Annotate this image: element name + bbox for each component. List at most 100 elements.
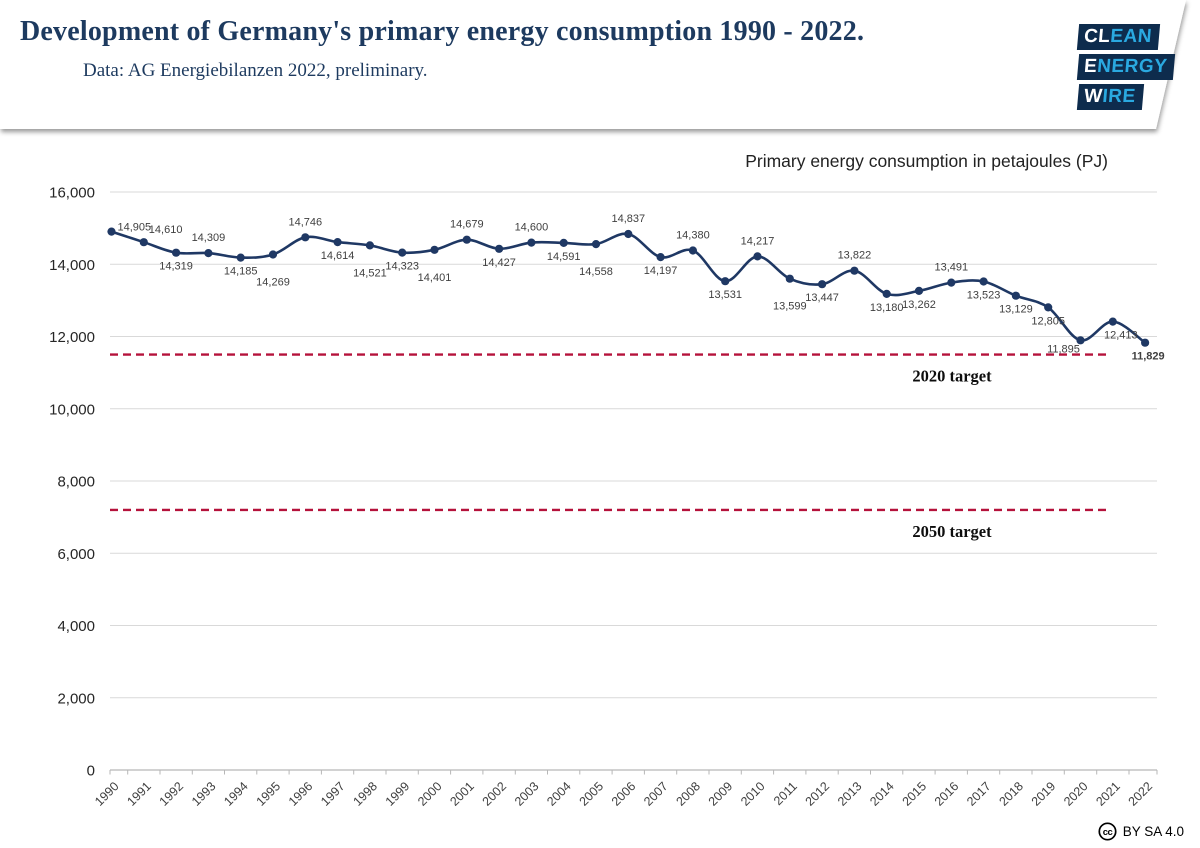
data-point (107, 227, 116, 236)
x-axis-label: 1994 (221, 779, 251, 809)
data-label: 13,447 (805, 292, 839, 304)
data-label: 14,679 (450, 219, 484, 231)
data-label: 14,323 (385, 261, 419, 273)
data-point (301, 233, 310, 242)
svg-text:cc: cc (1102, 827, 1112, 838)
data-point (1076, 336, 1085, 345)
x-axis-label: 2017 (964, 779, 994, 809)
license-label: BY SA 4.0 (1122, 824, 1184, 839)
data-label: 14,197 (644, 265, 678, 277)
data-point (818, 280, 827, 289)
data-label: 14,309 (192, 232, 226, 244)
data-label: 14,217 (741, 235, 775, 247)
x-axis-label: 2022 (1126, 779, 1156, 809)
x-axis-label: 2001 (447, 779, 477, 809)
y-axis-label: 8,000 (57, 474, 95, 491)
data-label: 14,746 (288, 216, 322, 228)
page-title: Development of Germany's primary energy … (20, 16, 865, 47)
data-point (624, 229, 633, 239)
data-label: 13,599 (773, 301, 807, 313)
x-axis-label: 2016 (932, 779, 962, 809)
y-axis-label: 6,000 (57, 546, 95, 563)
data-label: 13,180 (870, 302, 904, 314)
chart-title: Primary energy consumption in petajoules… (745, 151, 1108, 171)
data-label: 14,521 (353, 267, 387, 279)
data-label: 13,262 (902, 299, 936, 311)
data-point (721, 277, 730, 286)
data-point (1108, 317, 1117, 326)
x-axis-label: 1996 (286, 779, 316, 809)
x-axis-label: 2007 (641, 779, 671, 809)
data-label: 12,413 (1104, 330, 1138, 342)
logo-line-wire: WIRE (1076, 84, 1144, 110)
data-label: 13,822 (838, 250, 872, 262)
data-point (204, 249, 213, 258)
x-axis-label: 2021 (1093, 779, 1123, 809)
data-label: 14,558 (579, 266, 613, 278)
x-axis-label: 2014 (867, 779, 897, 809)
license-badge[interactable]: cc BY SA 4.0 (1098, 822, 1184, 841)
y-axis-label: 16,000 (49, 185, 95, 202)
data-label: 12,805 (1031, 315, 1065, 327)
data-point (236, 253, 245, 262)
x-axis-label: 1990 (92, 779, 122, 809)
x-axis-label: 2008 (673, 779, 703, 809)
data-label: 14,380 (676, 230, 710, 242)
y-axis-label: 2,000 (57, 690, 95, 707)
x-axis-label: 2018 (996, 779, 1026, 809)
x-axis-label: 2009 (706, 779, 736, 809)
data-label: 14,600 (515, 222, 549, 234)
data-label: 14,837 (611, 213, 645, 225)
data-point (914, 286, 924, 295)
x-axis-label: 2006 (609, 779, 639, 809)
data-point (1011, 291, 1021, 300)
logo-line-energy: ENERGY (1076, 54, 1176, 80)
data-label: 13,129 (999, 304, 1033, 316)
data-source-subtitle: Data: AG Energiebilanzen 2022, prelimina… (83, 60, 428, 81)
data-point (1141, 338, 1150, 347)
data-label: 14,427 (482, 257, 516, 269)
data-point (268, 250, 278, 259)
data-point (850, 266, 859, 275)
x-axis-label: 2000 (415, 779, 445, 809)
data-point (139, 238, 148, 247)
data-point (333, 238, 342, 247)
x-axis-label: 1992 (157, 779, 187, 809)
logo-clean-accent: EAN (1109, 26, 1153, 47)
x-axis-label: 1998 (350, 779, 380, 809)
x-axis-label: 2003 (512, 779, 542, 809)
logo-wire-accent: IRE (1101, 86, 1137, 107)
x-axis-label: 2012 (803, 779, 833, 809)
x-axis-label: 1995 (254, 779, 284, 809)
data-point (398, 248, 407, 257)
data-point (753, 252, 762, 261)
data-label: 14,610 (149, 224, 183, 236)
data-point (495, 244, 504, 253)
y-axis-label: 4,000 (57, 618, 95, 635)
data-label: 14,614 (321, 250, 355, 262)
x-axis-label: 1999 (383, 779, 413, 809)
x-axis-label: 2015 (900, 779, 930, 809)
data-label: 14,319 (159, 261, 193, 273)
x-axis-label: 1993 (189, 779, 219, 809)
data-point (365, 241, 374, 250)
data-point (591, 240, 601, 249)
x-axis-label: 2010 (738, 779, 768, 809)
logo-line-clean: CLEAN (1076, 24, 1161, 50)
data-label: 14,269 (256, 277, 290, 289)
target-label: 2050 target (912, 522, 992, 541)
data-label: 14,905 (118, 222, 152, 234)
x-axis-label: 2019 (1029, 779, 1059, 809)
data-point (979, 277, 988, 286)
data-label: 13,531 (708, 289, 742, 301)
data-label: 14,591 (547, 251, 581, 263)
data-point (462, 235, 471, 244)
clean-energy-wire-logo: CLEAN ENERGY WIRE (1076, 24, 1176, 110)
data-point (947, 278, 956, 287)
data-point (688, 246, 698, 255)
x-axis-label: 2011 (771, 779, 800, 808)
target-label: 2020 target (912, 367, 992, 386)
cc-icon: cc (1098, 822, 1117, 841)
x-axis-label: 2020 (1061, 779, 1091, 809)
